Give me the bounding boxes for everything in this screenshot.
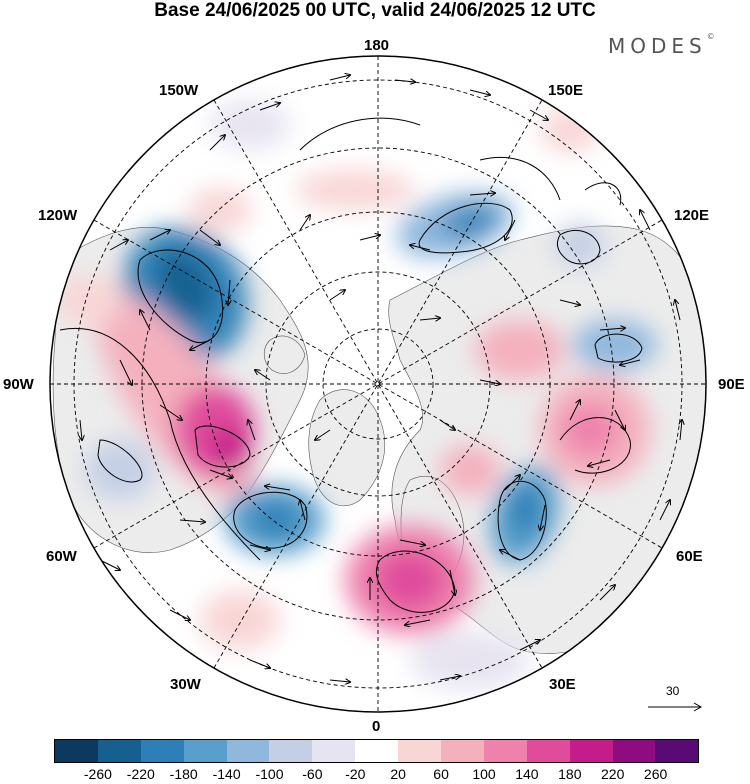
colorbar-tick-label: -60 <box>302 766 323 782</box>
polar-map <box>49 55 707 713</box>
colorbar-tick-label: -260 <box>83 766 112 782</box>
lon-label-120e: 120E <box>674 207 710 224</box>
colorbar-tick-label: 20 <box>390 766 406 782</box>
colorbar-tick-label: -140 <box>212 766 241 782</box>
colorbar-ticks: -260 -220 -180 -140 -100 -60 -20 20 60 100 140 180 2… <box>0 766 750 784</box>
map-border <box>49 55 707 713</box>
colorbar-swatch <box>269 740 313 762</box>
colorbar-swatch <box>55 740 98 762</box>
colorbar <box>54 739 700 763</box>
colorbar-swatch <box>441 740 484 762</box>
lon-label-120w: 120W <box>38 207 78 224</box>
colorbar-tick-label: -100 <box>255 766 284 782</box>
lon-label-90e: 90E <box>718 376 745 393</box>
colorbar-swatch <box>226 740 270 762</box>
logo-text: MODES <box>608 34 707 58</box>
greenland-land <box>308 389 386 507</box>
lon-label-180: 180 <box>364 37 390 54</box>
colorbar-swatch <box>612 740 656 762</box>
colorbar-swatch <box>355 740 399 762</box>
colorbar-tick-label: 140 <box>515 766 539 782</box>
lon-label-150e: 150E <box>548 82 584 99</box>
wind-scale-arrow <box>648 702 703 712</box>
map-title: Base 24/06/2025 00 UTC, valid 24/06/2025… <box>154 0 596 21</box>
colorbar-tick-label: 260 <box>643 766 668 782</box>
geopotential-contours <box>59 117 643 613</box>
colorbar-tick-label: -180 <box>169 766 198 782</box>
colorbar-swatch <box>97 740 141 762</box>
logo-mark: © <box>706 32 715 41</box>
modes-logo: MODES© <box>608 32 715 58</box>
colorbar-swatch <box>312 740 356 762</box>
colorbar-swatch <box>655 740 699 762</box>
colorbar-tick-label: -220 <box>126 766 155 782</box>
colorbar-tick-label: 100 <box>472 766 496 782</box>
wind-vectors <box>80 75 682 682</box>
colorbar-tick-label: 180 <box>558 766 582 782</box>
arctic-islands-land <box>263 335 306 374</box>
colorbar-tick-label: -20 <box>345 766 366 782</box>
colorbar-swatch <box>569 740 613 762</box>
colorbar-swatch <box>483 740 527 762</box>
colorbar-swatch <box>140 740 184 762</box>
lon-label-150w: 150W <box>159 82 199 99</box>
lon-label-60e: 60E <box>676 548 703 565</box>
map-disc <box>50 56 706 712</box>
lon-label-30e: 30E <box>549 676 576 693</box>
colorbar-tick-label: 60 <box>433 766 449 782</box>
lon-label-30w: 30W <box>170 676 201 693</box>
graticule <box>50 56 706 712</box>
colorbar-tick-label: 220 <box>601 766 625 782</box>
lon-label-90w: 90W <box>3 376 34 393</box>
wind-scale-label: 30 <box>666 684 680 698</box>
colorbar-swatch <box>526 740 570 762</box>
lon-label-60w: 60W <box>46 548 77 565</box>
lon-label-0: 0 <box>372 718 381 735</box>
colorbar-swatch <box>398 740 442 762</box>
colorbar-swatch <box>183 740 227 762</box>
